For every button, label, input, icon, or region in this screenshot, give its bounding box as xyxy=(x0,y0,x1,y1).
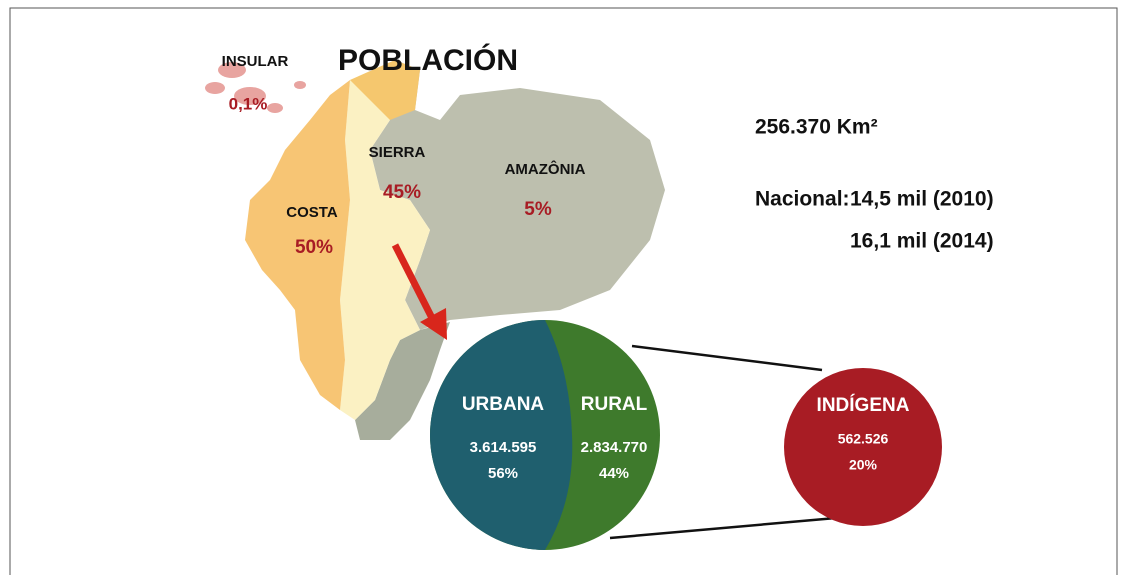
area: 256.370 Km² xyxy=(755,116,878,139)
region-share: 45% xyxy=(383,182,421,203)
national-line: 16,1 mil (2014) xyxy=(850,230,994,253)
slice-share: 44% xyxy=(599,465,629,482)
slice-name: URBANA xyxy=(462,394,545,415)
connector xyxy=(609,516,837,540)
islands xyxy=(205,62,306,113)
national-label: Nacional: xyxy=(755,188,850,211)
indigenous-share: 20% xyxy=(849,457,878,473)
indigenous-count: 562.526 xyxy=(838,431,889,447)
amazonia-region xyxy=(370,60,665,330)
map xyxy=(205,60,665,440)
indigenous-circle xyxy=(784,368,942,526)
urbana-slice xyxy=(430,320,573,550)
region-share: 0,1% xyxy=(229,94,268,113)
region-share: 50% xyxy=(295,237,333,258)
arrow-shaft xyxy=(391,243,436,320)
slice-name: RURAL xyxy=(581,394,648,415)
region-share: 5% xyxy=(524,199,552,220)
sierra-region xyxy=(340,60,430,420)
costa-region xyxy=(245,80,350,410)
slice-share: 56% xyxy=(488,465,518,482)
national-line: 14,5 mil (2010) xyxy=(850,188,994,211)
region-name: INSULAR xyxy=(222,53,289,70)
north-region xyxy=(350,60,420,120)
connector xyxy=(631,344,823,372)
slice-count: 3.614.595 xyxy=(470,439,537,456)
region-name: AMAZÔNIA xyxy=(505,160,586,178)
amazonia-south xyxy=(355,322,450,440)
indigenous-name: INDÍGENA xyxy=(817,394,910,416)
region-name: SIERRA xyxy=(369,144,426,161)
region-name: COSTA xyxy=(286,204,338,221)
slice-count: 2.834.770 xyxy=(581,439,648,456)
title: POBLACIÓN xyxy=(338,43,518,77)
arrow-head xyxy=(420,308,447,340)
